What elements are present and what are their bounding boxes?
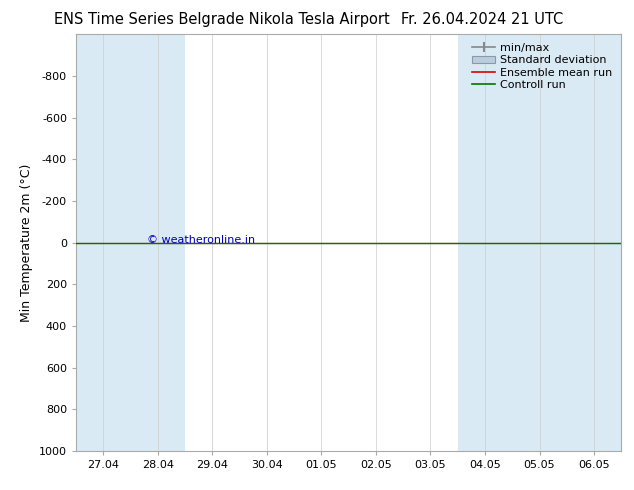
Bar [76,34,131,451]
Text: ENS Time Series Belgrade Nikola Tesla Airport: ENS Time Series Belgrade Nikola Tesla Ai… [54,12,390,27]
Bar [131,34,185,451]
Bar [567,34,621,451]
Bar [512,34,567,451]
Text: © weatheronline.in: © weatheronline.in [147,236,255,245]
Bar [458,34,512,451]
Y-axis label: Min Temperature 2m (°C): Min Temperature 2m (°C) [20,163,34,322]
Text: Fr. 26.04.2024 21 UTC: Fr. 26.04.2024 21 UTC [401,12,563,27]
Legend: min/max, Standard deviation, Ensemble mean run, Controll run: min/max, Standard deviation, Ensemble me… [469,40,616,93]
